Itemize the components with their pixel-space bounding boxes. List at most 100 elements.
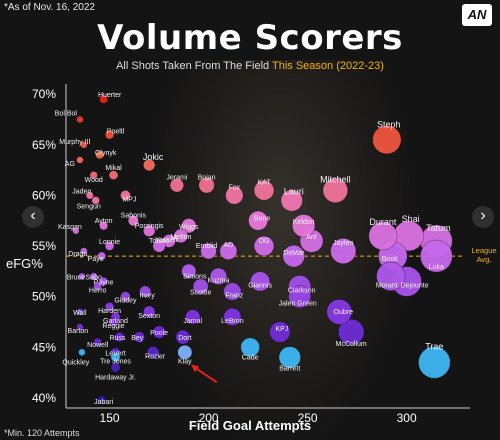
point-label: Paye <box>88 256 104 263</box>
point-label: Poeltl <box>107 129 125 136</box>
point-label: Tobias <box>149 238 170 245</box>
background-player-image <box>150 60 410 440</box>
as-of-date: *As of Nov. 16, 2022 <box>4 2 95 13</box>
point-label: Jamal <box>183 318 202 325</box>
data-point <box>169 178 185 193</box>
chevron-left-icon[interactable]: ‹ <box>22 206 44 228</box>
point-label: LeBron <box>221 318 244 325</box>
data-point <box>376 261 406 292</box>
y-tick-label: 60% <box>32 188 56 202</box>
point-label: Dort <box>178 335 191 342</box>
point-label: OG <box>259 238 270 245</box>
data-point <box>108 317 119 327</box>
data-point <box>223 307 242 326</box>
point-label: Poole <box>150 330 168 337</box>
point-label: Lauri <box>284 186 304 196</box>
point-label: Book <box>382 256 398 263</box>
point-label: Scottie <box>190 290 212 297</box>
data-point <box>89 272 98 281</box>
point-label: Sengun <box>77 203 101 210</box>
x-tick-label: 300 <box>397 411 417 425</box>
data-point <box>89 170 98 180</box>
data-point <box>78 272 86 281</box>
point-label: Shai <box>402 214 420 224</box>
point-label: Drago <box>68 251 87 258</box>
x-tick-label: 150 <box>100 411 120 425</box>
point-label: Jaden <box>72 188 91 195</box>
point-label: Giannis <box>248 282 272 289</box>
data-point <box>104 241 115 251</box>
data-point <box>99 276 109 287</box>
data-point <box>322 177 349 204</box>
point-label: Nowell <box>87 342 108 349</box>
data-point <box>219 242 238 261</box>
chevron-right-icon[interactable]: › <box>472 206 494 228</box>
data-point <box>291 214 316 238</box>
point-label: Klay <box>178 358 192 365</box>
point-label: Jalen Green <box>279 301 317 308</box>
x-axis-label: Field Goal Attempts <box>188 418 312 433</box>
point-label: DeMar <box>283 250 305 257</box>
data-point <box>175 329 191 345</box>
data-point <box>76 308 84 316</box>
data-point <box>280 189 303 212</box>
data-point <box>127 215 139 227</box>
point-label: Herro <box>89 288 107 295</box>
point-label: Wood <box>85 177 103 184</box>
y-tick-label: 65% <box>32 138 56 152</box>
point-label: Embiid <box>196 243 218 250</box>
data-point <box>139 285 152 298</box>
footnote: *Min. 120 Attempts <box>4 428 80 438</box>
point-label: Cade <box>242 354 259 361</box>
data-point <box>91 196 101 205</box>
point-label: Simons <box>183 273 207 280</box>
chart-title: Volume Scorers <box>97 18 403 58</box>
data-point <box>85 191 94 200</box>
chart-subtitle: All Shots Taken From The Field This Seas… <box>0 60 500 72</box>
point-label: Murphy III <box>59 139 90 146</box>
data-point <box>223 282 242 301</box>
data-point <box>248 210 269 231</box>
data-point <box>282 244 306 268</box>
point-label: Mikal <box>105 165 122 172</box>
point-label: Olynyk <box>95 150 117 157</box>
point-label: Payne <box>94 279 114 286</box>
data-point <box>72 227 80 235</box>
point-label: Barrett <box>279 365 300 372</box>
data-point <box>173 228 189 244</box>
point-label: Tatum <box>426 223 451 233</box>
data-point <box>104 301 115 312</box>
data-point <box>76 115 84 124</box>
point-label: Jerami <box>166 174 187 181</box>
league-average-label: League <box>471 246 496 255</box>
point-label: Irvey <box>140 293 156 300</box>
point-label: Vassell <box>155 237 177 244</box>
x-tick-label: 200 <box>199 411 219 425</box>
point-label: Rozier <box>145 353 166 360</box>
point-label: Steph <box>377 120 401 130</box>
point-label: Jaylen <box>333 240 353 247</box>
point-label: Wiggs <box>179 224 199 231</box>
point-label: Kuzma <box>208 277 230 284</box>
data-point <box>110 352 121 363</box>
data-point <box>185 309 201 325</box>
data-point <box>99 221 109 231</box>
point-label: Reggie <box>102 323 124 330</box>
data-point <box>181 218 197 234</box>
point-label: Mitchell <box>320 174 351 184</box>
point-label: Sabonis <box>121 213 147 220</box>
y-tick-label: 70% <box>32 87 56 101</box>
data-point <box>142 305 156 319</box>
point-label: KPJ <box>275 326 288 333</box>
point-label: Jabari <box>94 399 114 406</box>
data-point <box>200 242 217 260</box>
data-point <box>288 285 312 309</box>
x-tick-label: 250 <box>298 411 318 425</box>
data-point <box>240 337 260 358</box>
point-label: Wall <box>73 310 87 317</box>
data-point <box>225 186 244 205</box>
point-label: KAT <box>257 179 271 186</box>
data-point <box>372 125 402 155</box>
data-point <box>177 344 193 360</box>
